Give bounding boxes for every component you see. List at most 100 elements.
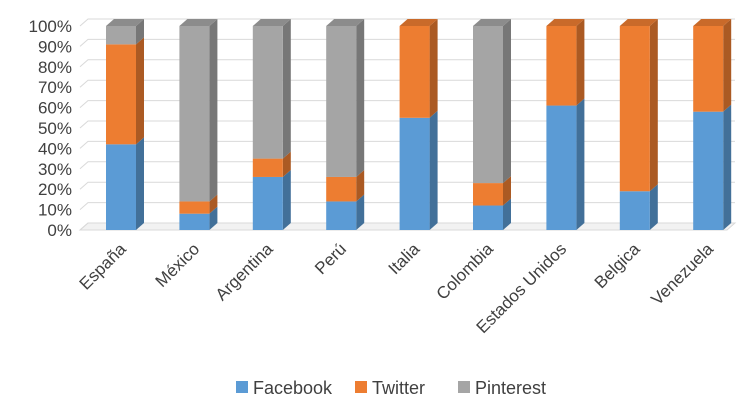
bar-segment-twitter-top bbox=[546, 19, 585, 26]
gridline bbox=[79, 59, 735, 68]
y-tick-label: 90% bbox=[38, 37, 72, 56]
gridline bbox=[79, 222, 735, 231]
bar-segment-facebook-side bbox=[282, 169, 291, 230]
legend-swatch bbox=[355, 381, 367, 393]
y-tick-label: 20% bbox=[38, 180, 72, 199]
bar-segment-pinterest bbox=[326, 26, 357, 177]
legend-item-pinterest: Pinterest bbox=[458, 378, 546, 398]
y-axis: 0%10% 20%30% 40%50%60% 70%80% 90%100% bbox=[29, 17, 72, 240]
bar-group-argentina bbox=[252, 19, 291, 230]
y-tick-label: 100% bbox=[29, 17, 72, 36]
bar-segment-pinterest-side bbox=[503, 19, 511, 184]
legend-swatch bbox=[458, 381, 470, 393]
bar-segment-twitter bbox=[179, 201, 210, 214]
bar-segment-facebook bbox=[473, 205, 503, 230]
bar-segment-facebook-side bbox=[649, 184, 658, 230]
bar-segment-facebook bbox=[252, 176, 283, 230]
bar-segment-twitter bbox=[399, 26, 430, 118]
x-axis: España México Argentina Perú Italia ColombiaE… bbox=[76, 239, 718, 337]
bar-segment-twitter-top bbox=[619, 19, 658, 26]
bar-segment-twitter-side bbox=[723, 19, 732, 112]
x-tick-label: Perú bbox=[311, 239, 350, 278]
bar-segment-twitter bbox=[693, 26, 724, 112]
bar-segment-pinterest-top bbox=[252, 19, 291, 26]
y-tick-label: 10% bbox=[38, 201, 72, 220]
y-tick-label: 70% bbox=[38, 78, 72, 97]
gridline bbox=[79, 202, 735, 210]
bar-group-mexico bbox=[179, 19, 218, 230]
bar-segment-twitter-side bbox=[209, 194, 218, 214]
bar-segment-pinterest bbox=[473, 26, 503, 184]
bar-segment-facebook bbox=[106, 144, 136, 230]
x-tick-label: España bbox=[76, 239, 131, 294]
bar-segment-pinterest-side bbox=[136, 19, 144, 45]
bar-group-peru bbox=[326, 19, 365, 230]
bar-segment-twitter bbox=[619, 26, 650, 192]
gridline bbox=[79, 18, 735, 27]
bar-segment-facebook-side bbox=[356, 194, 365, 230]
legend-item-twitter: Twitter bbox=[355, 378, 425, 398]
y-tick-label: 80% bbox=[38, 58, 72, 77]
bar-segment-twitter-side bbox=[576, 19, 585, 106]
bar-segment-twitter bbox=[326, 176, 357, 202]
bar-segment-pinterest-top bbox=[473, 19, 511, 26]
gridline bbox=[79, 181, 735, 190]
gridline bbox=[79, 38, 735, 47]
bar-group-venezuela bbox=[693, 19, 732, 230]
bar-segment-pinterest bbox=[179, 26, 210, 202]
x-tick-label: Argentina bbox=[212, 239, 277, 304]
bar-group-belgica bbox=[619, 19, 658, 230]
gridline bbox=[79, 140, 735, 149]
legend-label: Pinterest bbox=[475, 378, 546, 398]
bar-group-colombia bbox=[473, 19, 511, 230]
legend-label: Twitter bbox=[372, 378, 425, 398]
bar-segment-facebook-side bbox=[723, 104, 732, 230]
bars bbox=[106, 19, 732, 230]
bar-segment-twitter-side bbox=[356, 169, 365, 202]
bar-segment-twitter bbox=[106, 44, 136, 145]
gridline bbox=[79, 79, 735, 88]
bar-segment-twitter bbox=[546, 26, 577, 106]
y-tick-label: 60% bbox=[38, 99, 72, 118]
bar-group-estados-unidos bbox=[546, 19, 585, 230]
gridline bbox=[79, 100, 735, 108]
x-tick-label: Venezuela bbox=[647, 239, 717, 309]
bar-segment-facebook-side bbox=[503, 198, 511, 230]
bar-group-italia bbox=[399, 19, 438, 230]
bar-segment-twitter-side bbox=[649, 19, 658, 192]
bar-segment-facebook bbox=[693, 111, 724, 230]
bar-segment-facebook bbox=[619, 191, 650, 230]
bar-segment-facebook-side bbox=[429, 110, 438, 230]
bar-segment-facebook-side bbox=[136, 137, 144, 230]
bar-segment-pinterest-top bbox=[106, 19, 144, 26]
x-tick-label: México bbox=[152, 239, 204, 291]
bar-segment-pinterest bbox=[106, 26, 136, 45]
y-tick-label: 50% bbox=[38, 119, 72, 138]
legend-swatch bbox=[236, 381, 248, 393]
x-tick-label: Colombia bbox=[433, 239, 498, 304]
bar-segment-twitter-side bbox=[282, 151, 291, 177]
bar-segment-pinterest-top bbox=[326, 19, 365, 26]
bar-segment-facebook-side bbox=[576, 98, 585, 230]
bar-segment-facebook-side bbox=[209, 206, 218, 230]
bar-segment-pinterest-side bbox=[356, 19, 365, 177]
y-tick-label: 0% bbox=[47, 221, 72, 240]
legend-label: Facebook bbox=[253, 378, 333, 398]
y-tick-label: 30% bbox=[38, 160, 72, 179]
legend-item-facebook: Facebook bbox=[236, 378, 333, 398]
gridline bbox=[79, 120, 735, 129]
bar-segment-pinterest-top bbox=[179, 19, 218, 26]
bar-segment-facebook bbox=[326, 201, 357, 230]
legend: Facebook Twitter Pinterest bbox=[236, 378, 546, 398]
bar-segment-pinterest bbox=[252, 26, 283, 159]
bar-segment-pinterest-side bbox=[209, 19, 218, 202]
bar-group-espana bbox=[106, 19, 144, 230]
bar-segment-twitter bbox=[252, 158, 283, 177]
bar-segment-twitter bbox=[473, 183, 503, 206]
bar-segment-pinterest-side bbox=[282, 19, 291, 159]
bar-segment-twitter-top bbox=[399, 19, 438, 26]
bar-segment-twitter-side bbox=[136, 37, 144, 145]
x-tick-label: Italia bbox=[385, 239, 424, 278]
